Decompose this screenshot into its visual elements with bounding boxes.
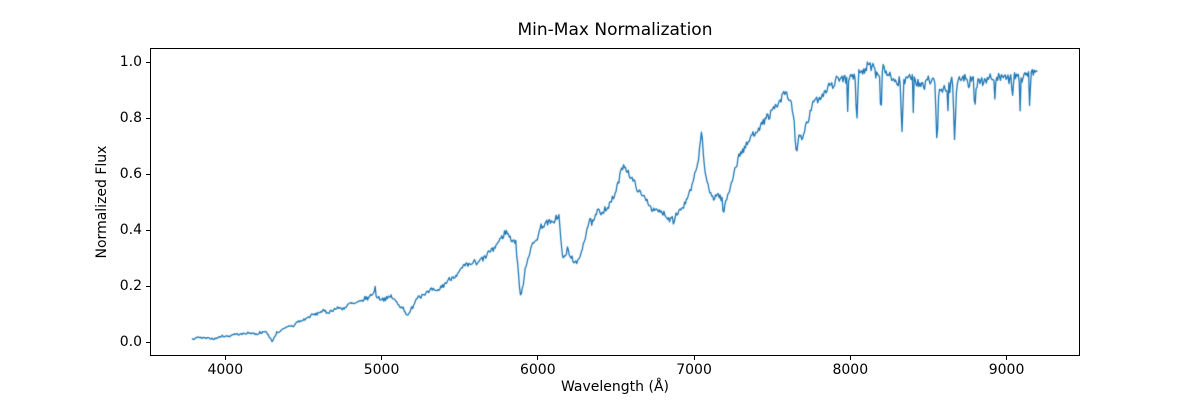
y-tick-mark — [146, 229, 150, 231]
x-tick-mark — [1006, 356, 1008, 360]
y-tick-mark — [146, 173, 150, 175]
spectrum-line-canvas — [150, 48, 1080, 356]
y-tick-label: 0.0 — [119, 334, 142, 350]
y-tick-label: 1.0 — [119, 54, 142, 70]
x-tick-mark — [224, 356, 226, 360]
y-tick-mark — [146, 117, 150, 119]
y-tick-label: 0.4 — [119, 222, 142, 238]
x-tick-mark — [537, 356, 539, 360]
x-tick-label: 7000 — [676, 362, 712, 378]
y-tick-mark — [146, 341, 150, 343]
y-tick-label: 0.2 — [119, 278, 142, 294]
y-axis-label: Normalized Flux — [94, 145, 110, 259]
x-tick-label: 8000 — [832, 362, 869, 378]
y-tick-mark — [146, 61, 150, 63]
x-tick-mark — [849, 356, 851, 360]
x-tick-mark — [381, 356, 383, 360]
y-tick-label: 0.8 — [119, 110, 142, 126]
chart-title: Min-Max Normalization — [517, 20, 713, 40]
y-tick-label: 0.6 — [119, 166, 142, 182]
x-axis-label: Wavelength (Å) — [560, 379, 669, 395]
y-tick-mark — [146, 285, 150, 287]
x-tick-mark — [693, 356, 695, 360]
x-tick-label: 5000 — [363, 362, 400, 378]
x-tick-label: 9000 — [988, 362, 1025, 378]
x-tick-label: 4000 — [207, 362, 244, 378]
x-tick-label: 6000 — [519, 362, 556, 378]
